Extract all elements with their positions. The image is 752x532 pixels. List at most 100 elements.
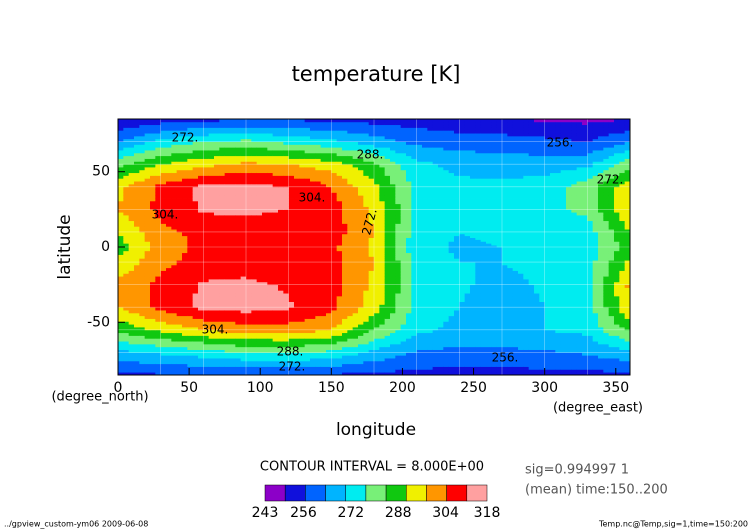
contour-cell — [486, 366, 492, 370]
contour-cell — [310, 252, 316, 255]
contour-cell — [539, 279, 546, 283]
contour-cell — [555, 349, 562, 353]
contour-cell — [331, 324, 338, 328]
contour-cell — [443, 321, 450, 325]
contour-cell — [150, 254, 156, 257]
contour-cell — [496, 267, 503, 271]
contour-cell — [230, 332, 236, 336]
contour-cell — [411, 358, 418, 362]
contour-cell — [272, 327, 279, 331]
contour-cell — [438, 262, 444, 266]
contour-cell — [118, 360, 124, 365]
contour-cell — [528, 287, 535, 291]
contour-cell — [363, 343, 370, 348]
contour-cell — [550, 281, 556, 286]
contour-cell — [208, 276, 215, 280]
contour-cell — [320, 237, 327, 240]
contour-cell — [123, 369, 130, 373]
contour-cell — [395, 329, 402, 334]
contour-cell — [448, 318, 455, 322]
contour-cell — [208, 254, 215, 257]
contour-cell — [406, 315, 412, 319]
contour-cell — [310, 318, 316, 322]
contour-cell — [214, 273, 220, 277]
contour-cell — [379, 312, 386, 317]
contour-cell — [427, 327, 434, 331]
contour-cell — [566, 252, 572, 255]
contour-cell — [246, 252, 252, 255]
contour-cell — [432, 247, 439, 250]
contour-cell — [432, 315, 439, 319]
contour-cell — [384, 312, 391, 317]
contour-cell — [139, 295, 146, 300]
contour-cell — [288, 279, 295, 283]
contour-cell — [475, 312, 482, 317]
contour-cell — [118, 349, 124, 353]
contour-cell — [518, 284, 524, 288]
contour-cell — [400, 293, 407, 297]
contour-cell — [544, 321, 551, 325]
contour-cell — [475, 358, 482, 362]
contour-cell — [512, 304, 519, 308]
contour-cell — [187, 318, 194, 322]
contour-cell — [176, 243, 183, 246]
contour-cell — [155, 260, 162, 263]
contour-cell — [160, 231, 167, 235]
contour-cell — [342, 231, 348, 235]
contour-cell — [550, 252, 556, 255]
contour-cell — [491, 290, 498, 294]
contour-cell — [208, 248, 215, 252]
contour-cell — [507, 329, 514, 334]
contour-cell — [587, 369, 594, 373]
contour-cell — [336, 307, 343, 311]
contour-cell — [432, 281, 439, 286]
contour-cell — [368, 264, 375, 269]
contour-cell — [560, 258, 567, 261]
contour-cell — [518, 247, 524, 250]
contour-cell — [192, 352, 199, 356]
contour-cell — [539, 295, 546, 300]
contour-cell — [619, 346, 626, 350]
contour-cell — [491, 267, 498, 271]
contour-cell — [368, 231, 375, 235]
contour-cell — [400, 301, 407, 305]
contour-cell — [251, 372, 258, 376]
contour-cell — [470, 267, 476, 271]
contour-cell — [166, 245, 172, 248]
contour-cell — [368, 349, 375, 353]
contour-cell — [539, 315, 546, 319]
contour-cell — [491, 273, 498, 277]
contour-cell — [448, 298, 455, 302]
contour-cell — [326, 284, 332, 288]
contour-cell — [283, 335, 290, 339]
contour-cell — [315, 260, 322, 263]
contour-cell — [523, 324, 530, 328]
contour-cell — [150, 260, 156, 263]
contour-cell — [592, 358, 599, 362]
contour-cell — [352, 355, 359, 359]
contour-cell — [283, 307, 290, 311]
contour-cell — [134, 372, 140, 376]
contour-cell — [624, 254, 631, 257]
contour-cell — [528, 304, 535, 308]
contour-cell — [166, 341, 172, 345]
contour-cell — [182, 346, 188, 350]
contour-cell — [331, 366, 338, 370]
contour-cell — [470, 273, 476, 277]
contour-cell — [256, 248, 263, 252]
contour-cell — [294, 343, 300, 348]
contour-cell — [176, 281, 183, 286]
contour-cell — [496, 248, 503, 252]
contour-cell — [251, 369, 258, 373]
contour-cell — [406, 318, 412, 322]
contour-cell — [544, 270, 551, 274]
contour-cell — [523, 307, 530, 311]
contour-cell — [118, 372, 124, 376]
contour-cell — [256, 290, 263, 294]
contour-cell — [118, 270, 124, 274]
contour-cell — [219, 341, 226, 345]
contour-cell — [144, 324, 151, 328]
contour-cell — [294, 346, 300, 350]
contour-cell — [475, 355, 482, 359]
contour-cell — [603, 315, 610, 319]
